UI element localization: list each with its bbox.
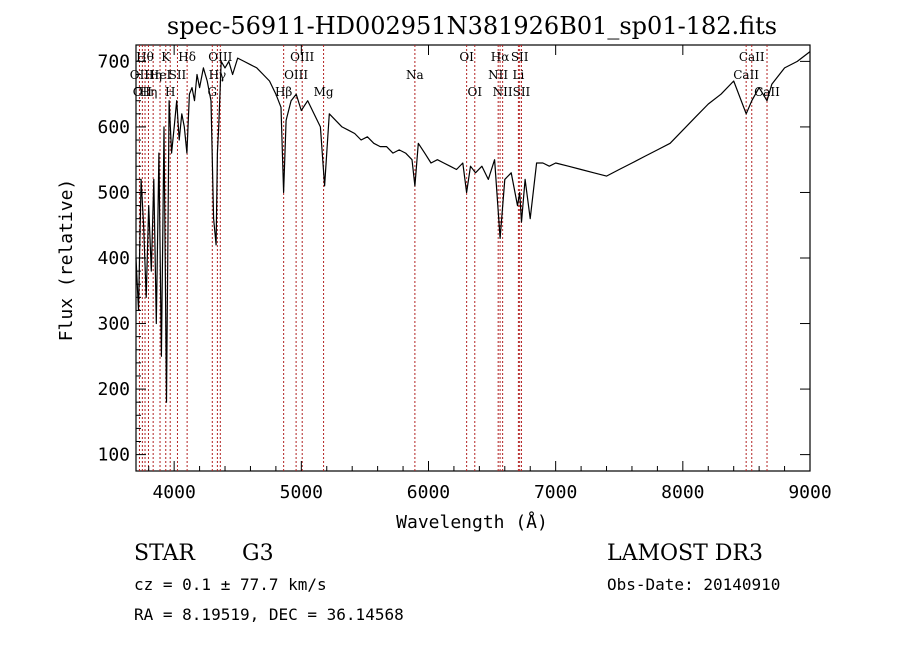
chart-title: spec-56911-HD002951N381926B01_sp01-182.f… xyxy=(167,12,777,40)
y-tick-label: 100 xyxy=(97,445,130,466)
line-marker-label: CaII xyxy=(739,50,765,64)
object-subclass: G3 xyxy=(242,541,274,566)
line-marker-label: Hδ xyxy=(178,50,196,64)
line-marker-label: OII xyxy=(133,85,153,99)
line-marker-label: OII xyxy=(130,68,150,82)
line-marker-label: CaII xyxy=(754,85,780,99)
line-marker-label: OIII xyxy=(290,50,314,64)
x-tick-label: 8000 xyxy=(661,482,704,503)
line-marker-label: HeI xyxy=(149,68,172,82)
x-tick-label: 6000 xyxy=(407,482,450,503)
line-marker-label: K xyxy=(161,50,171,64)
line-marker-label: OIII xyxy=(208,50,232,64)
line-marker-group xyxy=(138,45,768,471)
line-marker-label: G xyxy=(208,85,218,99)
line-marker-label-group: OIIOIIHθHηHηHeIKHSIIHδGHγOIIIHβOIIIOIIIM… xyxy=(130,50,780,99)
line-marker-label: Na xyxy=(406,68,424,82)
y-axis-label: Flux (relative) xyxy=(56,179,77,342)
series-line-spectrum xyxy=(135,51,811,403)
redshift-text: cz = 0.1 ± 77.7 km/s xyxy=(134,575,327,594)
line-marker-label: NII xyxy=(493,85,513,99)
y-tick-label: 600 xyxy=(97,117,130,138)
object-class: STAR xyxy=(134,541,196,566)
x-tick-label: 9000 xyxy=(788,482,831,503)
x-tick-label: 4000 xyxy=(152,482,195,503)
y-tick-label: 300 xyxy=(97,314,130,335)
line-marker-label: OI xyxy=(467,85,482,99)
x-axis: 4000 5000 6000 7000 8000 9000 xyxy=(148,45,832,503)
line-marker-label: Hη xyxy=(140,85,158,99)
line-marker-label: Li xyxy=(512,68,524,82)
line-marker-label: H xyxy=(165,85,175,99)
line-marker-label: OIII xyxy=(284,68,308,82)
x-axis-label: Wavelength (Å) xyxy=(396,511,548,533)
line-marker-label: Mg xyxy=(314,85,334,99)
line-marker-label: NII xyxy=(488,68,508,82)
line-marker-label: Hθ xyxy=(136,50,154,64)
line-marker-label: Hα xyxy=(491,50,510,64)
plot-area xyxy=(135,44,811,472)
y-tick-label: 500 xyxy=(97,182,130,203)
x-tick-label: 7000 xyxy=(534,482,577,503)
line-marker-label: OI xyxy=(459,50,474,64)
obs-date: Obs-Date: 20140910 xyxy=(607,575,780,594)
survey-name: LAMOST DR3 xyxy=(607,541,763,566)
x-tick-label: 5000 xyxy=(280,482,323,503)
line-marker-label: SII xyxy=(513,85,531,99)
coordinates-text: RA = 8.19519, DEC = 36.14568 xyxy=(134,605,404,624)
line-marker-label: CaII xyxy=(733,68,759,82)
y-tick-label: 400 xyxy=(97,248,130,269)
line-marker-label: Hγ xyxy=(209,68,227,82)
y-axis: 100 200 300 400 500 600 700 xyxy=(97,51,810,466)
line-marker-label: SII xyxy=(511,50,529,64)
line-marker-label: SII xyxy=(169,68,187,82)
line-marker-label: Hη xyxy=(144,68,162,82)
series-group xyxy=(135,51,811,403)
y-tick-label: 700 xyxy=(97,51,130,72)
line-marker-label: Hβ xyxy=(275,85,292,99)
y-tick-label: 200 xyxy=(97,379,130,400)
